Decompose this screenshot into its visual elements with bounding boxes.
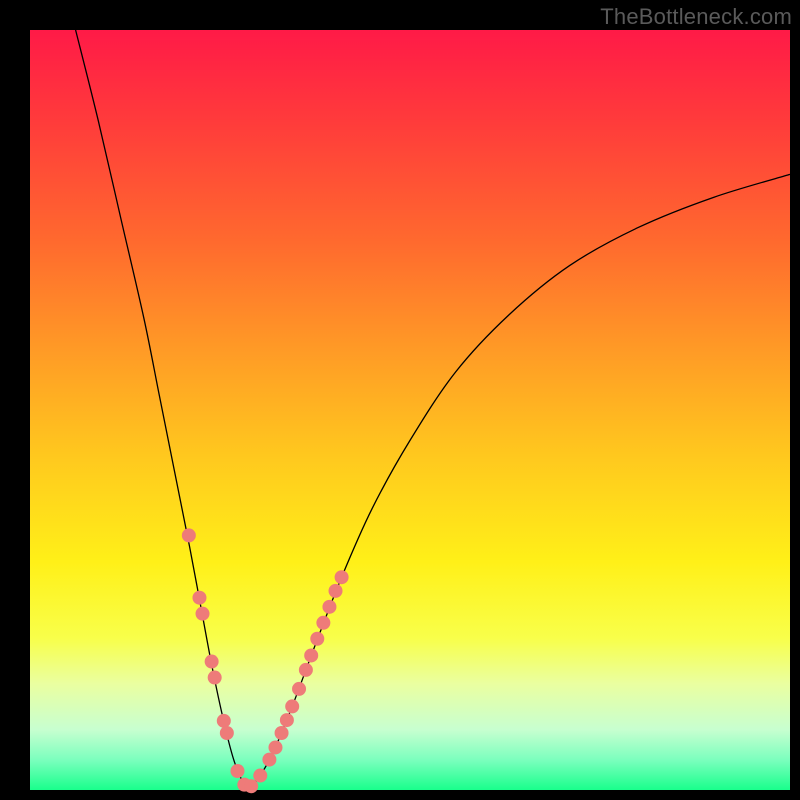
data-marker (316, 616, 330, 630)
data-marker (244, 779, 258, 793)
data-marker (329, 584, 343, 598)
data-marker (268, 740, 282, 754)
data-marker (262, 753, 276, 767)
data-marker (275, 726, 289, 740)
gradient-background (30, 30, 790, 790)
data-marker (205, 655, 219, 669)
data-marker (299, 663, 313, 677)
data-marker (217, 714, 231, 728)
data-marker (253, 769, 267, 783)
data-marker (196, 607, 210, 621)
watermark-text: TheBottleneck.com (600, 4, 792, 30)
data-marker (292, 682, 306, 696)
data-marker (208, 671, 222, 685)
bottleneck-plot (0, 0, 800, 800)
data-marker (304, 648, 318, 662)
data-marker (285, 699, 299, 713)
data-marker (335, 570, 349, 584)
data-marker (182, 528, 196, 542)
data-marker (322, 600, 336, 614)
data-marker (280, 713, 294, 727)
data-marker (192, 591, 206, 605)
chart-container: TheBottleneck.com (0, 0, 800, 800)
data-marker (230, 764, 244, 778)
data-marker (310, 632, 324, 646)
data-marker (220, 726, 234, 740)
